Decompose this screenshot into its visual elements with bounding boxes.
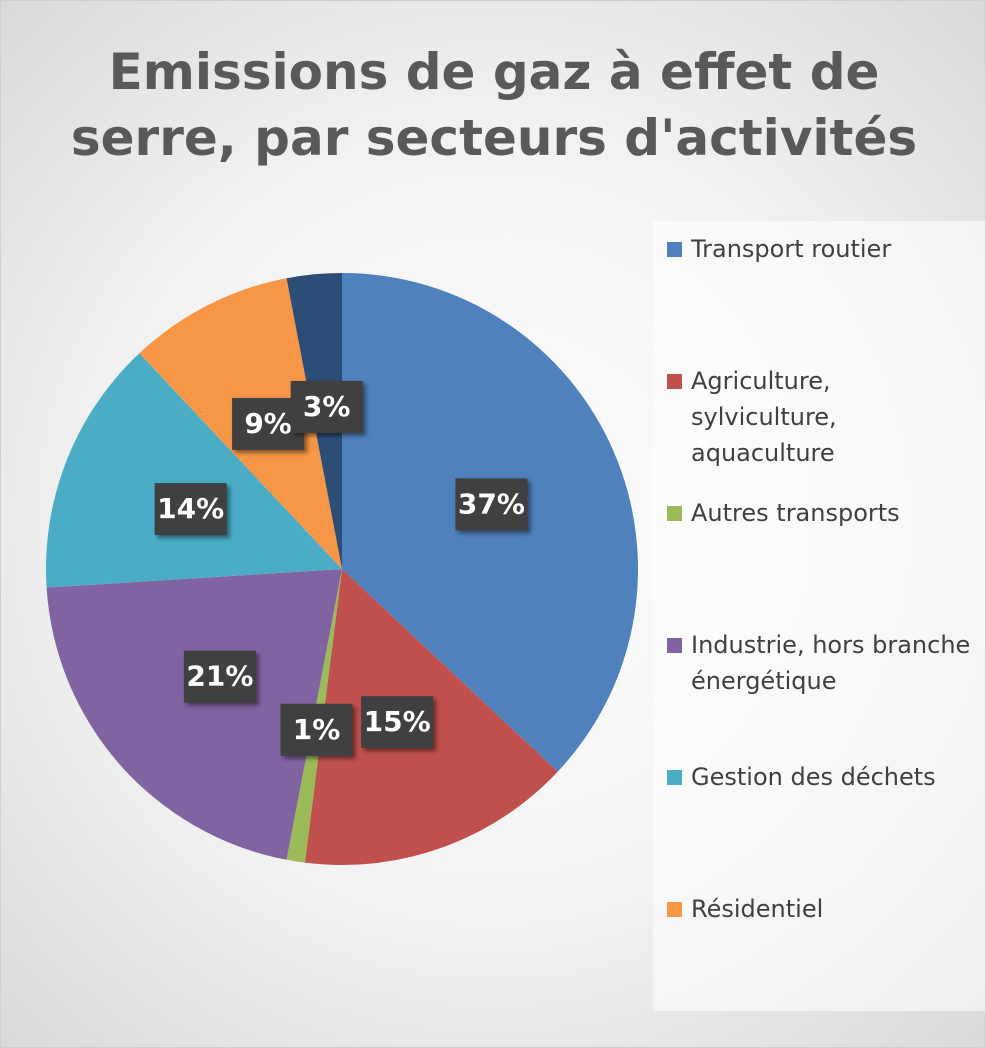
legend-entry: Résidentiel [667, 891, 982, 927]
data-label-text: 37% [458, 487, 525, 520]
data-label-box [280, 703, 353, 756]
legend-label: Gestion des déchets [691, 763, 936, 791]
legend-swatch [667, 374, 682, 389]
data-label: 37% [455, 478, 528, 531]
legend-entry: Industrie, hors branche énergétique [667, 627, 982, 699]
data-label-text: 1% [293, 713, 341, 746]
data-label: 14% [154, 483, 227, 536]
legend-label: Industrie, hors branche énergétique [691, 631, 971, 695]
pie-slice [46, 569, 343, 860]
legend-label: Résidentiel [691, 895, 824, 923]
data-label-box [154, 483, 227, 536]
data-label-box [361, 696, 434, 749]
chart-title: Emissions de gaz à effet de serre, par s… [70, 43, 918, 167]
data-label-text: 15% [364, 705, 431, 738]
legend-entry: Agriculture, sylviculture, aquaculture [667, 363, 982, 471]
data-label-box [290, 380, 363, 433]
legend-swatch [667, 902, 682, 917]
legend-label: Transport routier [691, 235, 892, 263]
legend-swatch [667, 638, 682, 653]
data-label-box [455, 478, 528, 531]
data-label: 15% [361, 696, 434, 749]
data-label-text: 9% [244, 407, 292, 440]
data-label: 21% [183, 650, 256, 703]
legend: Transport routier Agriculture, sylvicultu… [653, 221, 985, 1011]
legend-label: Autres transports [691, 499, 900, 527]
legend-entry: Autres transports [667, 495, 982, 531]
data-label-text: 3% [303, 390, 351, 423]
legend-swatch [667, 242, 682, 257]
data-label: 1% [280, 703, 353, 756]
legend-swatch [667, 506, 682, 521]
pie-slice [46, 353, 343, 588]
data-label-text: 21% [186, 660, 253, 693]
data-label: 3% [290, 380, 363, 433]
legend-entry: Transport routier [667, 231, 982, 267]
data-label-box [183, 650, 256, 703]
data-label-text: 14% [157, 492, 224, 525]
legend-entry: Gestion des déchets [667, 759, 982, 795]
legend-swatch [667, 770, 682, 785]
legend-label: Agriculture, sylviculture, aquaculture [691, 367, 837, 467]
